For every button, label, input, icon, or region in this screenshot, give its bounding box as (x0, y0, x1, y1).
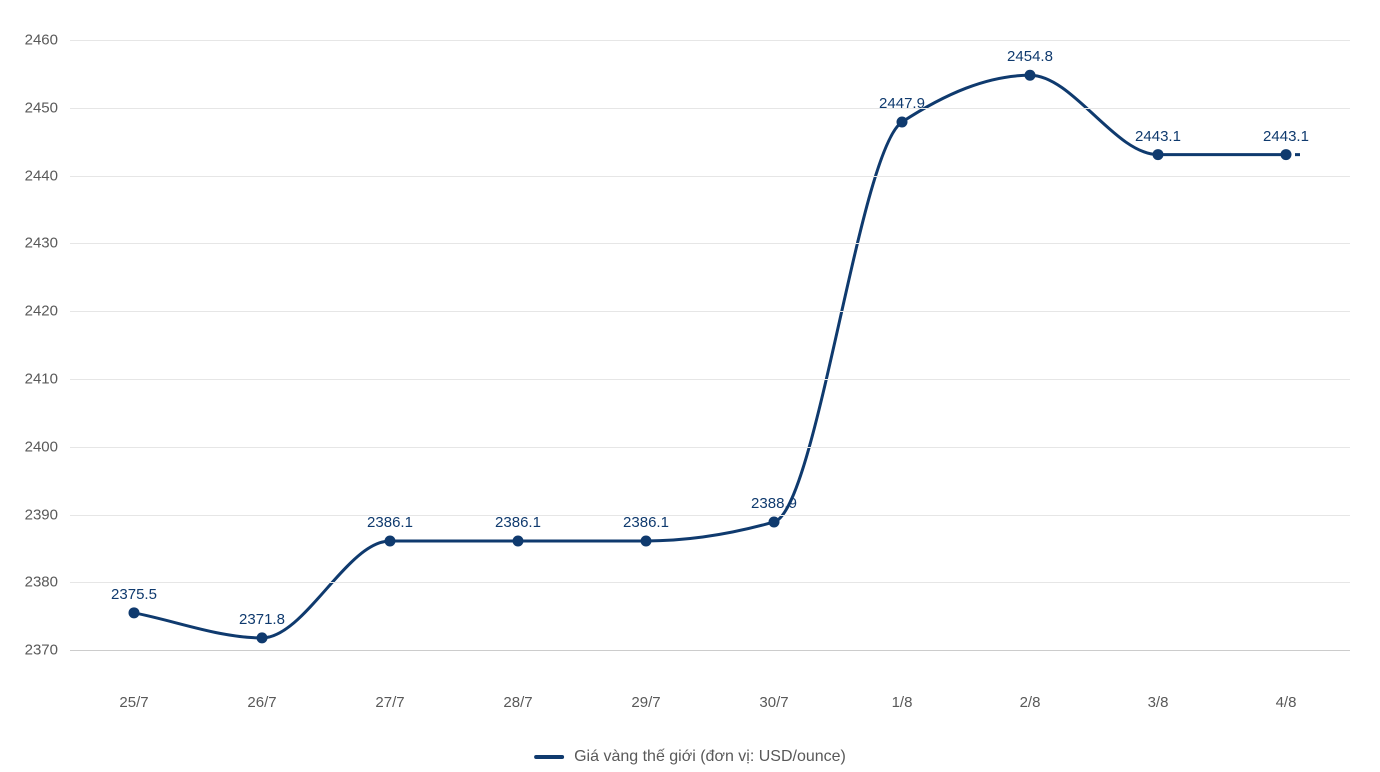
x-axis-tick-label: 1/8 (892, 694, 913, 711)
y-axis-tick-label: 2450 (25, 99, 58, 116)
x-axis-tick-label: 3/8 (1148, 694, 1169, 711)
y-axis-tick-label: 2370 (25, 642, 58, 659)
data-point-label: 2386.1 (495, 514, 541, 531)
data-point-marker (897, 117, 908, 128)
gridline (70, 108, 1350, 109)
data-point-marker (385, 535, 396, 546)
gridline (70, 379, 1350, 380)
gridline (70, 40, 1350, 41)
x-axis-tick-label: 25/7 (119, 694, 148, 711)
data-point-label: 2375.5 (111, 586, 157, 603)
x-axis-tick-label: 2/8 (1020, 694, 1041, 711)
y-axis-tick-label: 2380 (25, 574, 58, 591)
x-axis-tick-label: 4/8 (1276, 694, 1297, 711)
data-point-label: 2386.1 (623, 514, 669, 531)
gridline (70, 243, 1350, 244)
data-point-marker (129, 607, 140, 618)
x-axis-tick-label: 28/7 (503, 694, 532, 711)
chart-legend: Giá vàng thế giới (đơn vị: USD/ounce) (534, 748, 846, 766)
y-axis-tick-label: 2390 (25, 506, 58, 523)
data-point-marker (1153, 149, 1164, 160)
x-axis-tick-label: 30/7 (759, 694, 788, 711)
chart-svg (0, 0, 1380, 772)
data-point-marker (1025, 70, 1036, 81)
x-axis-baseline (70, 650, 1350, 651)
gridline (70, 515, 1350, 516)
gridline (70, 311, 1350, 312)
legend-swatch (534, 755, 564, 759)
data-point-label: 2454.8 (1007, 48, 1053, 65)
data-point-marker (513, 535, 524, 546)
data-point-marker (769, 516, 780, 527)
data-point-label: 2447.9 (879, 95, 925, 112)
data-point-marker (1281, 149, 1292, 160)
data-point-label: 2386.1 (367, 514, 413, 531)
data-point-label: 2388.9 (751, 495, 797, 512)
y-axis-tick-label: 2430 (25, 235, 58, 252)
y-axis-tick-label: 2420 (25, 303, 58, 320)
y-axis-tick-label: 2440 (25, 167, 58, 184)
gold-price-line-chart: Giá vàng thế giới (đơn vị: USD/ounce) 23… (0, 0, 1380, 772)
x-axis-tick-label: 27/7 (375, 694, 404, 711)
y-axis-tick-label: 2400 (25, 438, 58, 455)
gridline (70, 447, 1350, 448)
x-axis-tick-label: 26/7 (247, 694, 276, 711)
data-point-marker (641, 535, 652, 546)
series-line (134, 75, 1158, 638)
y-axis-tick-label: 2460 (25, 32, 58, 49)
gridline (70, 582, 1350, 583)
x-axis-tick-label: 29/7 (631, 694, 660, 711)
data-point-marker (257, 632, 268, 643)
data-point-label: 2443.1 (1263, 128, 1309, 145)
data-point-label: 2371.8 (239, 611, 285, 628)
data-point-label: 2443.1 (1135, 128, 1181, 145)
legend-label: Giá vàng thế giới (đơn vị: USD/ounce) (574, 748, 846, 766)
y-axis-tick-label: 2410 (25, 370, 58, 387)
gridline (70, 176, 1350, 177)
